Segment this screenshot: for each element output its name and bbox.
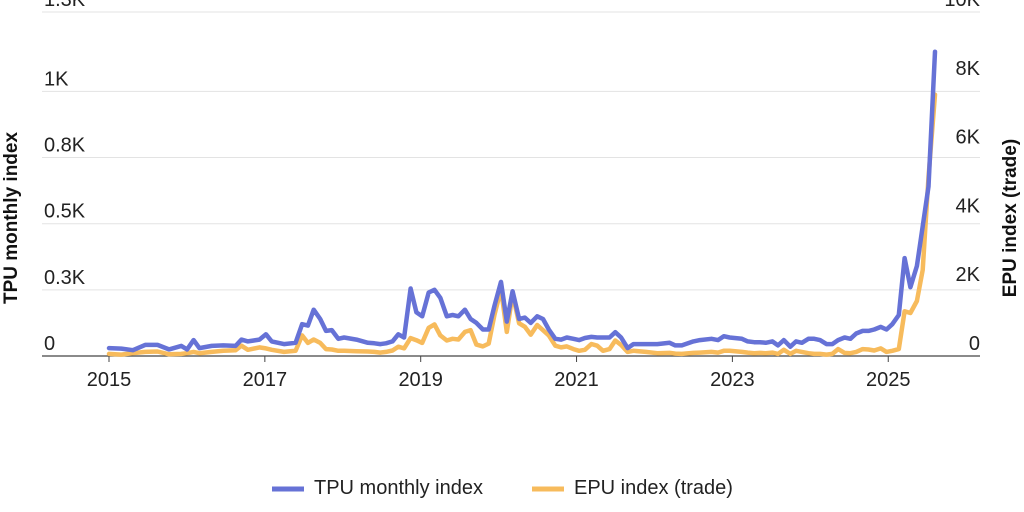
x-tick-label: 2025 [866,369,911,391]
x-tick-label: 2023 [710,369,755,391]
right-axis-title: EPU index (trade) [1000,139,1021,297]
left-y-tick-label: 1K [44,68,69,90]
right-y-tick-label: 0 [969,333,980,355]
left-axis-title: TPU monthly index [1,132,22,305]
x-tick-label: 2021 [554,369,599,391]
series-layer [106,49,938,357]
grid-lines [42,11,980,291]
x-tick-label: 2015 [87,369,132,391]
right-y-tick-label: 2K [956,264,981,286]
right-y-axis-ticks: 0 2K 4K 6K 8K 10K [944,0,980,355]
right-y-tick-label: 4K [956,195,981,217]
right-y-tick-label: 10K [944,0,980,11]
legend: TPU monthly index EPU index (trade) [272,477,733,499]
left-y-tick-label: 0.3K [44,267,86,289]
legend-label-tpu: TPU monthly index [314,477,483,499]
x-axis-ticks: 2015 2017 2019 2021 2023 2025 [87,356,911,391]
left-y-axis-ticks: 0 0.3K 0.5K 0.8K 1K 1.3K [44,0,86,355]
x-tick-label: 2017 [243,369,288,391]
left-y-tick-label: 0 [44,333,55,355]
x-tick-label: 2019 [398,369,443,391]
series-line-tpu [106,49,938,353]
left-y-tick-label: 0.5K [44,201,86,223]
series-line-epu [106,92,938,357]
legend-label-epu: EPU index (trade) [574,477,733,499]
left-y-tick-label: 1.3K [44,0,86,11]
right-y-tick-label: 8K [956,58,981,80]
right-y-tick-label: 6K [956,127,981,149]
left-y-tick-label: 0.8K [44,135,86,157]
